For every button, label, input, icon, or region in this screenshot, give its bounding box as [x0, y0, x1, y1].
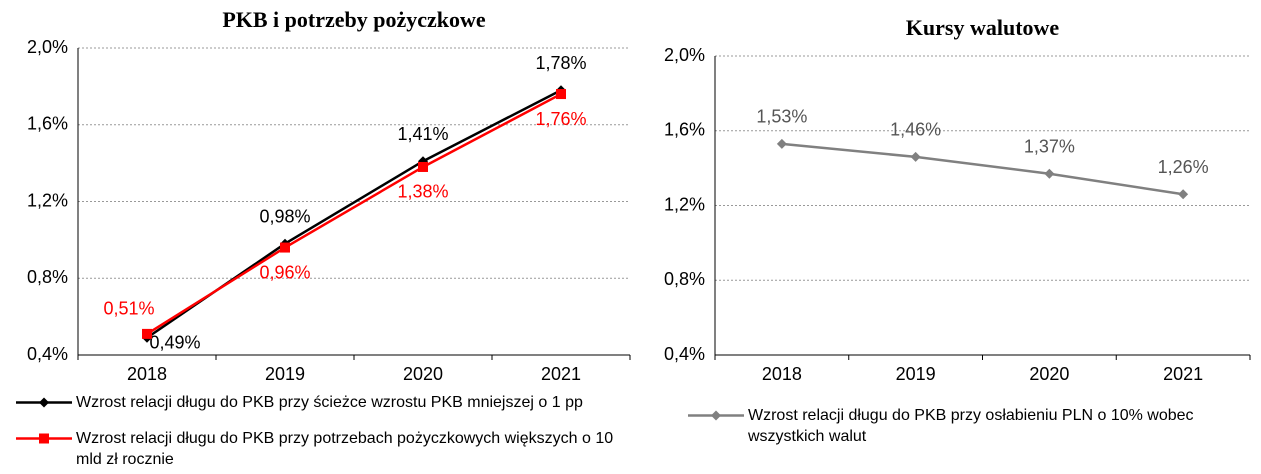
data-label: 1,38%: [397, 182, 448, 202]
data-label: 1,53%: [756, 107, 807, 127]
x-tick-label: 2018: [762, 364, 802, 384]
x-tick-label: 2019: [896, 364, 936, 384]
legend-entry: Wzrost relacji długu do PKB przy osłabie…: [686, 405, 1246, 447]
data-label: 1,41%: [397, 124, 448, 144]
marker: [39, 397, 49, 408]
line: [146, 92, 562, 335]
y-tick-label: 1,6%: [27, 114, 68, 134]
x-tick-label: 2019: [265, 364, 305, 384]
y-tick-label: 2,0%: [27, 37, 68, 57]
legend-entry: Wzrost relacji długu do PKB przy ścieżce…: [14, 392, 614, 413]
data-label: 1,26%: [1158, 157, 1209, 177]
x-tick-label: 2021: [1163, 364, 1203, 384]
x-tick-label: 2020: [1029, 364, 1069, 384]
legend-key: [688, 410, 744, 421]
legend-key: [16, 433, 72, 444]
y-tick-label: 1,2%: [664, 194, 705, 214]
marker: [142, 328, 152, 339]
marker: [556, 89, 566, 100]
marker: [280, 242, 290, 253]
x-tick-label: 2018: [127, 364, 167, 384]
data-label: 0,51%: [103, 299, 154, 319]
y-tick-label: 0,4%: [27, 344, 68, 364]
marker: [910, 151, 921, 162]
data-label: 1,37%: [1024, 136, 1075, 156]
data-label: 0,98%: [259, 206, 310, 226]
marker: [39, 433, 49, 444]
y-tick-label: 0,8%: [27, 267, 68, 287]
y-tick-label: 0,4%: [664, 344, 705, 364]
marker: [711, 410, 721, 421]
marker: [776, 138, 787, 149]
y-tick-label: 1,2%: [27, 190, 68, 210]
legend-entry: Wzrost relacji długu do PKB przy potrzeb…: [14, 428, 634, 470]
marker: [1178, 189, 1189, 200]
y-tick-label: 1,6%: [664, 120, 705, 140]
legend-label: Wzrost relacji długu do PKB przy osłabie…: [748, 407, 1194, 445]
legend-key: [16, 397, 72, 408]
x-tick-label: 2020: [403, 364, 443, 384]
chart-title: PKB i potrzeby pożyczkowe: [222, 7, 486, 32]
data-label: 1,78%: [535, 53, 586, 73]
legend-label: Wzrost relacji długu do PKB przy ścieżce…: [76, 394, 583, 411]
data-label: 1,46%: [890, 120, 941, 140]
marker: [1044, 168, 1055, 179]
y-tick-label: 0,8%: [664, 269, 705, 289]
chart-title: Kursy walutowe: [906, 15, 1060, 40]
y-tick-label: 2,0%: [664, 45, 705, 65]
marker: [418, 161, 428, 172]
legend-label: Wzrost relacji długu do PKB przy potrzeb…: [76, 430, 614, 468]
data-label: 0,96%: [259, 262, 310, 282]
line: [781, 142, 1184, 196]
x-tick-label: 2021: [541, 364, 581, 384]
data-label: 1,76%: [535, 109, 586, 129]
data-label: 0,49%: [149, 332, 200, 352]
